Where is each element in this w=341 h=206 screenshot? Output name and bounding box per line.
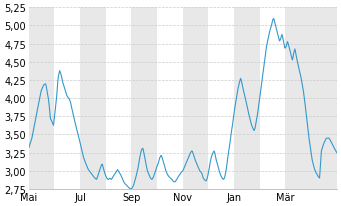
Bar xyxy=(80,8,106,189)
Bar xyxy=(131,8,157,189)
Bar xyxy=(285,8,337,189)
Bar xyxy=(29,8,54,189)
Bar xyxy=(234,8,260,189)
Bar xyxy=(183,8,208,189)
